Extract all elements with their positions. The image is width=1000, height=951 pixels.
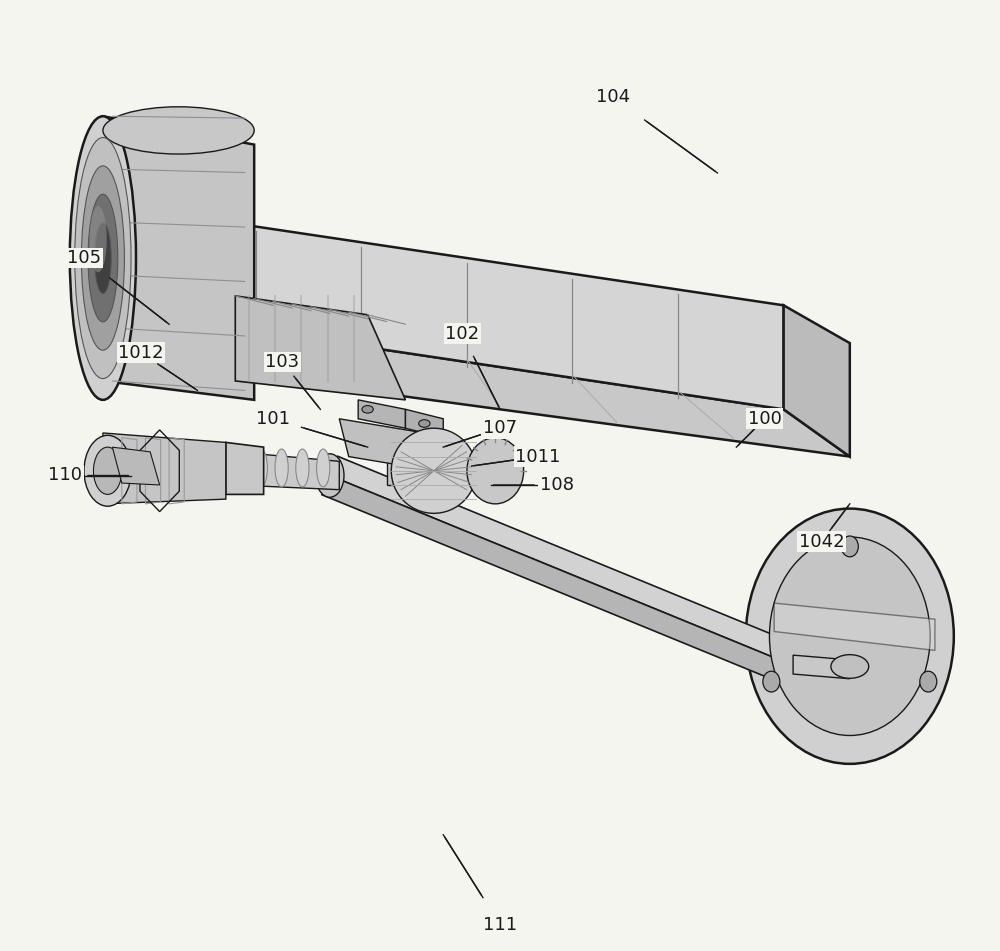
Ellipse shape (70, 116, 136, 399)
Text: 110: 110 (48, 467, 82, 484)
Polygon shape (150, 211, 784, 409)
Ellipse shape (75, 138, 131, 378)
Ellipse shape (81, 165, 124, 350)
Text: 103: 103 (265, 353, 300, 371)
Ellipse shape (90, 206, 107, 272)
Polygon shape (322, 476, 803, 689)
Ellipse shape (233, 449, 247, 487)
Polygon shape (784, 305, 850, 456)
Text: 111: 111 (483, 916, 517, 934)
Ellipse shape (746, 509, 954, 764)
Ellipse shape (920, 671, 937, 692)
Polygon shape (103, 433, 226, 504)
Ellipse shape (88, 194, 118, 321)
Text: 102: 102 (445, 324, 479, 342)
Ellipse shape (95, 223, 111, 294)
Ellipse shape (93, 447, 122, 495)
Ellipse shape (254, 449, 267, 487)
Polygon shape (103, 116, 254, 399)
Polygon shape (774, 603, 935, 650)
Polygon shape (358, 399, 405, 428)
Polygon shape (330, 456, 810, 670)
Ellipse shape (391, 428, 476, 514)
Polygon shape (150, 315, 850, 456)
Text: 1042: 1042 (799, 533, 844, 551)
Polygon shape (235, 296, 405, 399)
Polygon shape (387, 447, 434, 485)
Text: 104: 104 (596, 88, 631, 107)
Text: 1011: 1011 (515, 448, 561, 466)
Polygon shape (339, 418, 462, 476)
Ellipse shape (275, 449, 288, 487)
Text: 1012: 1012 (118, 343, 163, 361)
Polygon shape (793, 655, 850, 679)
Ellipse shape (769, 537, 930, 735)
Text: 108: 108 (540, 476, 574, 494)
Polygon shape (405, 409, 443, 437)
Text: 107: 107 (483, 419, 517, 437)
Ellipse shape (103, 107, 254, 154)
Polygon shape (235, 452, 339, 490)
Ellipse shape (362, 405, 373, 413)
Ellipse shape (419, 419, 430, 427)
Ellipse shape (296, 449, 309, 487)
Ellipse shape (84, 436, 131, 506)
Polygon shape (112, 447, 160, 485)
Ellipse shape (831, 654, 869, 678)
Ellipse shape (316, 454, 344, 497)
Text: 101: 101 (256, 410, 290, 428)
Ellipse shape (763, 671, 780, 692)
Ellipse shape (467, 437, 524, 504)
Polygon shape (226, 442, 264, 495)
Ellipse shape (317, 449, 330, 487)
Text: 100: 100 (748, 410, 782, 428)
Text: 105: 105 (67, 249, 101, 267)
Ellipse shape (841, 536, 858, 556)
